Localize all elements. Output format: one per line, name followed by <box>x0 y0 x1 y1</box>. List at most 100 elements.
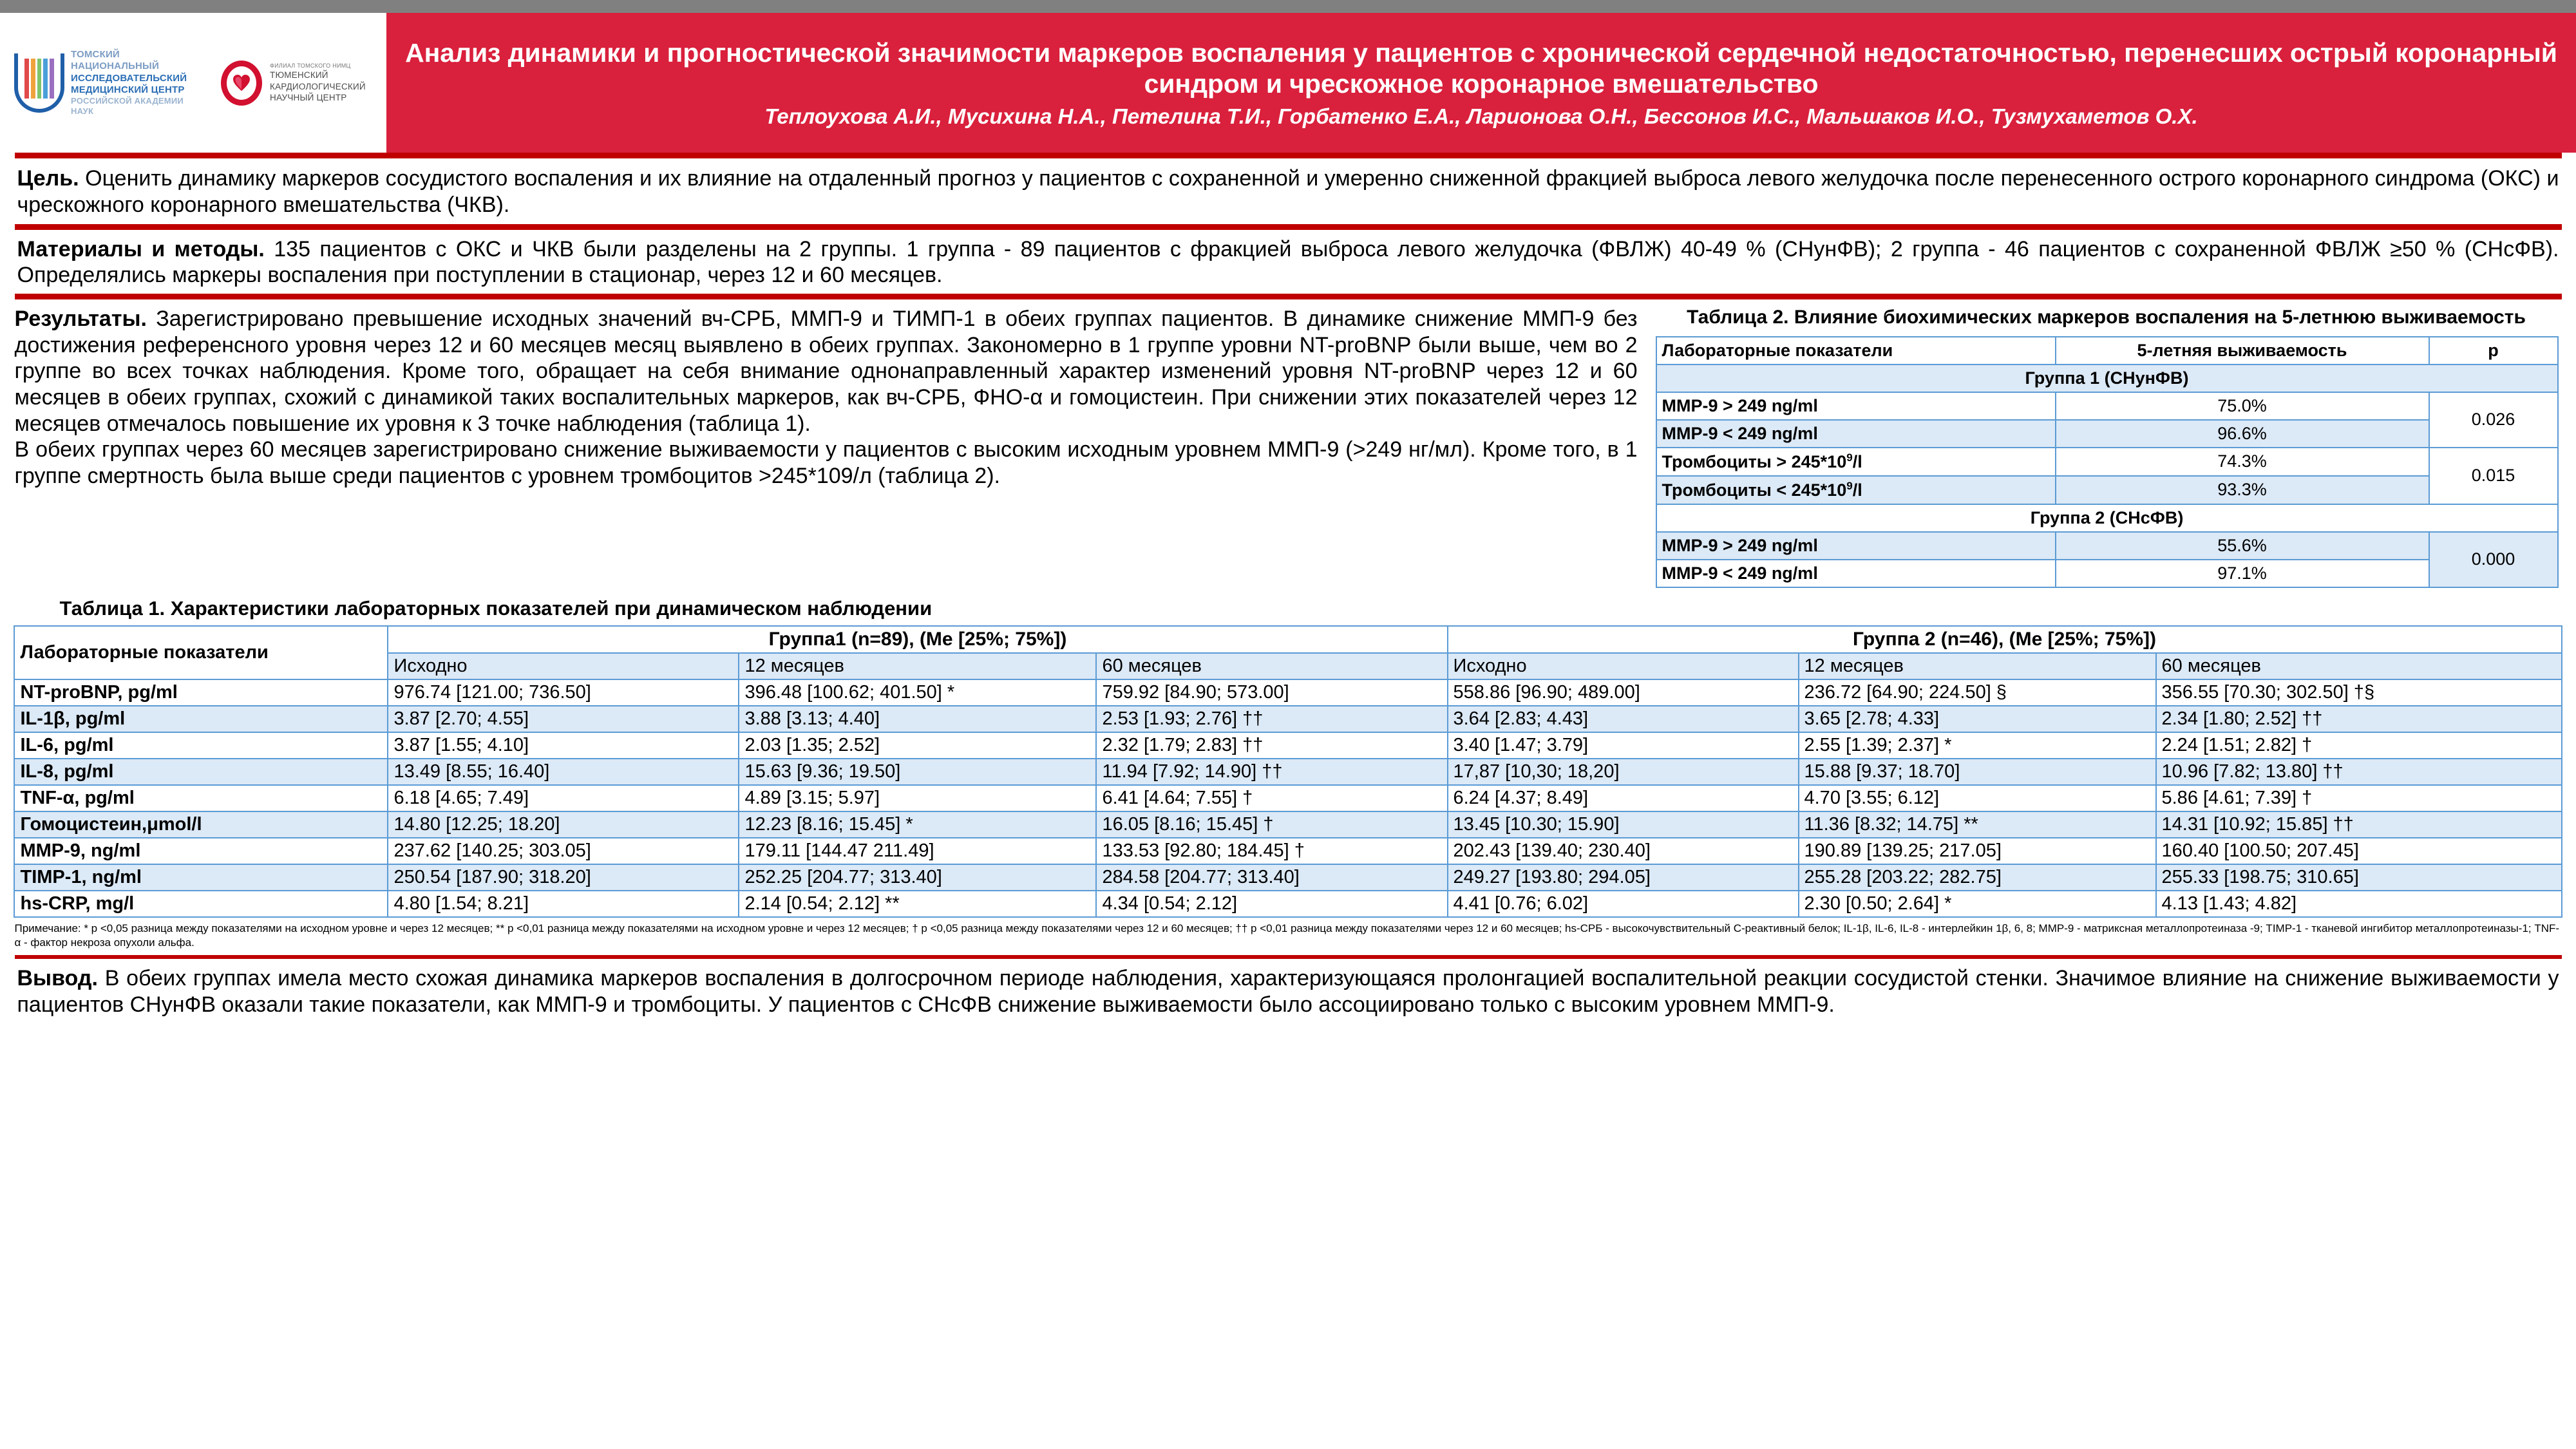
table2-row5-label: MMP-9 < 249 ng/ml <box>1655 558 2056 588</box>
page-title: Анализ динамики и прогностической значим… <box>405 38 2557 99</box>
table1-row3-cell3: 17,87 [10,30; 18,20] <box>1446 757 1799 786</box>
table1-row2-cell3: 3.40 [1.47; 3.79] <box>1446 731 1799 759</box>
table1-row7-cell1: 252.25 [204.77; 313.40] <box>738 863 1097 891</box>
table-row: IL-1β, pg/ml 3.87 [2.70; 4.55] 3.88 [3.1… <box>14 705 2562 733</box>
table1-row5-param: Гомоцистеин,μmol/l <box>14 810 389 838</box>
table1-subheader-2: 60 месяцев <box>1095 652 1448 680</box>
logo-area: ТОМСКИЙ НАЦИОНАЛЬНЫЙ ИССЛЕДОВАТЕЛЬСКИЙ М… <box>0 13 386 153</box>
table1-row0-cell0: 976.74 [121.00; 736.50] <box>387 678 740 706</box>
table-row: IL-8, pg/ml 13.49 [8.55; 16.40] 15.63 [9… <box>14 757 2562 786</box>
table2-row4-label: MMP-9 > 249 ng/ml <box>1655 531 2056 560</box>
table1-row5-cell4: 11.36 [8.32; 14.75] ** <box>1797 810 2157 838</box>
table2-row2-label-sup: 9 <box>1846 451 1853 464</box>
author-list: Теплоухова А.И., Мусихина Н.А., Петелина… <box>764 104 2198 128</box>
table1: Лабораторные показатели Группа1 (n=89), … <box>14 625 2562 918</box>
table1-subheader-5: 60 месяцев <box>2155 652 2562 680</box>
results-paragraph-2: В обеих группах через 60 месяцев зарегис… <box>14 437 1638 488</box>
table2-col-header-1: 5-летняя выживаемость <box>2054 336 2430 365</box>
table1-row7-cell3: 249.27 [193.80; 294.05] <box>1446 863 1799 891</box>
tnimc-line-3: МЕДИЦИНСКИЙ ЦЕНТР <box>71 84 185 95</box>
table-row: MMP-9 > 249 ng/ml 75.0% 0.026 <box>1655 391 2559 448</box>
table1-subheader-row: Исходно 12 месяцев 60 месяцев Исходно 12… <box>14 652 2562 680</box>
table1-row5-cell3: 13.45 [10.30; 15.90] <box>1446 810 1799 838</box>
table1-row7-cell4: 255.28 [203.22; 282.75] <box>1797 863 2157 891</box>
table1-caption: Таблица 1. Характеристики лабораторных п… <box>59 596 933 620</box>
table1-subheader-4: 12 месяцев <box>1797 652 2157 680</box>
table2-row3-label: Тромбоциты < 245*109/l <box>1655 475 2056 505</box>
results-paragraph-1: Результаты. Зарегистрировано превышение … <box>15 306 1638 437</box>
table1-row6-cell2: 133.53 [92.80; 184.45] † <box>1095 837 1448 865</box>
section-conclusion: Вывод. В обеих группах имела место схожа… <box>15 959 2562 1018</box>
table-row: MMP-9 > 249 ng/ml 55.6% 0.000 <box>1655 531 2559 588</box>
divider-red-top <box>14 153 2562 158</box>
table1-row1-cell0: 3.87 [2.70; 4.55] <box>387 705 740 733</box>
table2-row3-label-pre: Тромбоциты < 245*10 <box>1662 480 1847 500</box>
results-text-1: Зарегистрировано превышение исходных зна… <box>14 307 1638 436</box>
section-goal: Цель. Оценить динамику маркеров сосудист… <box>15 158 2562 224</box>
table1-row2-cell4: 2.55 [1.39; 2.37] * <box>1797 731 2157 759</box>
table1-row6-param: MMP-9, ng/ml <box>14 837 389 865</box>
poster-header: ТОМСКИЙ НАЦИОНАЛЬНЫЙ ИССЛЕДОВАТЕЛЬСКИЙ М… <box>0 0 2576 153</box>
table2-row5-value: 97.1% <box>2054 558 2430 588</box>
table1-row8-cell3: 4.41 [0.76; 6.02] <box>1446 889 1799 918</box>
goal-text: Оценить динамику маркеров сосудистого во… <box>17 166 2559 217</box>
table1-row1-cell3: 3.64 [2.83; 4.43] <box>1446 705 1799 733</box>
title-banner: Анализ динамики и прогностической значим… <box>386 13 2576 153</box>
heart-icon <box>233 74 250 91</box>
section-methods: Материалы и методы. 135 пациентов с ОКС … <box>15 230 2562 294</box>
table2-caption: Таблица 2. Влияние биохимических маркеро… <box>1687 307 2526 328</box>
table-row: MMP-9 < 249 ng/ml 96.6% <box>1655 419 2558 448</box>
table1-row2-cell5: 2.24 [1.51; 2.82] † <box>2155 731 2562 759</box>
table2-row2-label-post: /l <box>1852 451 1862 471</box>
table1-row3-cell4: 15.88 [9.37; 18.70] <box>1797 757 2157 786</box>
table-row: Тромбоциты > 245*109/l 74.3% 0.015 <box>1655 446 2559 505</box>
table1-row8-param: hs-CRP, mg/l <box>14 889 389 918</box>
divider-red-goal <box>14 223 2562 230</box>
table-row: Тромбоциты < 245*109/l 93.3% <box>1655 475 2558 505</box>
table1-row7-param: TIMP-1, ng/ml <box>14 863 389 891</box>
table1-group2-header: Группа 2 (n=46), (Ме [25%; 75%]) <box>1446 625 2562 654</box>
table-row: NT-proBNP, pg/ml 976.74 [121.00; 736.50]… <box>14 678 2562 706</box>
table1-row0-cell5: 356.55 [70.30; 302.50] †§ <box>2155 678 2562 706</box>
table-row: TNF-α, pg/ml 6.18 [4.65; 7.49] 4.89 [3.1… <box>14 784 2562 812</box>
table1-row4-cell3: 6.24 [4.37; 8.49] <box>1446 784 1799 812</box>
table2-row2-label-pre: Тромбоциты > 245*10 <box>1662 451 1847 471</box>
table2-row0-label: MMP-9 > 249 ng/ml <box>1655 391 2056 421</box>
table-row: MMP-9, ng/ml 237.62 [140.25; 303.05] 179… <box>14 837 2562 865</box>
table-row: IL-6, pg/ml 3.87 [1.55; 4.10] 2.03 [1.35… <box>14 731 2562 759</box>
table1-subheader-1: 12 месяцев <box>738 652 1097 680</box>
tnimc-line-2: ИССЛЕДОВАТЕЛЬСКИЙ <box>71 72 187 84</box>
header-grey-bar <box>0 0 2576 13</box>
table1-row2-param: IL-6, pg/ml <box>14 731 389 759</box>
cardio-line-2: КАРДИОЛОГИЧЕСКИЙ <box>270 81 366 91</box>
table1-row3-cell0: 13.49 [8.55; 16.40] <box>387 757 740 786</box>
table1-group-header-row: Лабораторные показатели Группа1 (n=89), … <box>14 625 2562 680</box>
table1-row0-cell3: 558.86 [96.90; 489.00] <box>1446 678 1799 706</box>
table2-group2-band: Группа 2 (СНсФВ) <box>1655 503 2559 533</box>
cardio-line-0: ФИЛИАЛ ТОМСКОГО НИМЦ <box>270 62 351 69</box>
goal-label: Цель. <box>17 166 79 191</box>
table2-wrapper: Таблица 2. Влияние биохимических маркеро… <box>1655 306 2559 588</box>
table1-row5-cell2: 16.05 [8.16; 15.45] † <box>1095 810 1448 838</box>
table-row: hs-CRP, mg/l 4.80 [1.54; 8.21] 2.14 [0.5… <box>14 889 2562 918</box>
tnimc-logo-text: ТОМСКИЙ НАЦИОНАЛЬНЫЙ ИССЛЕДОВАТЕЛЬСКИЙ М… <box>71 49 203 117</box>
divider-red-methods <box>14 294 2562 300</box>
table2-group1-label: Группа 1 (СНунФВ) <box>1655 363 2559 393</box>
table2-row0-value: 75.0% <box>2054 391 2430 421</box>
tnimc-emblem-icon <box>14 53 64 113</box>
methods-label: Материалы и методы. <box>17 236 265 261</box>
table2-p-000: 0.000 <box>2428 531 2559 588</box>
table1-group1-header: Группа1 (n=89), (Ме [25%; 75%]) <box>387 625 1448 654</box>
table1-row0-cell2: 759.92 [84.90; 573.00] <box>1095 678 1448 706</box>
table-row: TIMP-1, ng/ml 250.54 [187.90; 318.20] 25… <box>14 863 2562 891</box>
table2-row2-value: 74.3% <box>2054 446 2430 477</box>
table1-row0-cell1: 396.48 [100.62; 401.50] * <box>738 678 1097 706</box>
table2-row3-value: 93.3% <box>2054 475 2430 505</box>
heart-ring-icon <box>220 59 263 107</box>
table1-row0-cell4: 236.72 [64.90; 224.50] § <box>1797 678 2157 706</box>
table1-row3-cell2: 11.94 [7.92; 14.90] †† <box>1095 757 1448 786</box>
table1-row1-cell5: 2.34 [1.80; 2.52] †† <box>2155 705 2562 733</box>
table1-row6-cell4: 190.89 [139.25; 217.05] <box>1797 837 2157 865</box>
table1-row4-cell1: 4.89 [3.15; 5.97] <box>738 784 1097 812</box>
table2-row2-label: Тромбоциты > 245*109/l <box>1655 446 2056 477</box>
